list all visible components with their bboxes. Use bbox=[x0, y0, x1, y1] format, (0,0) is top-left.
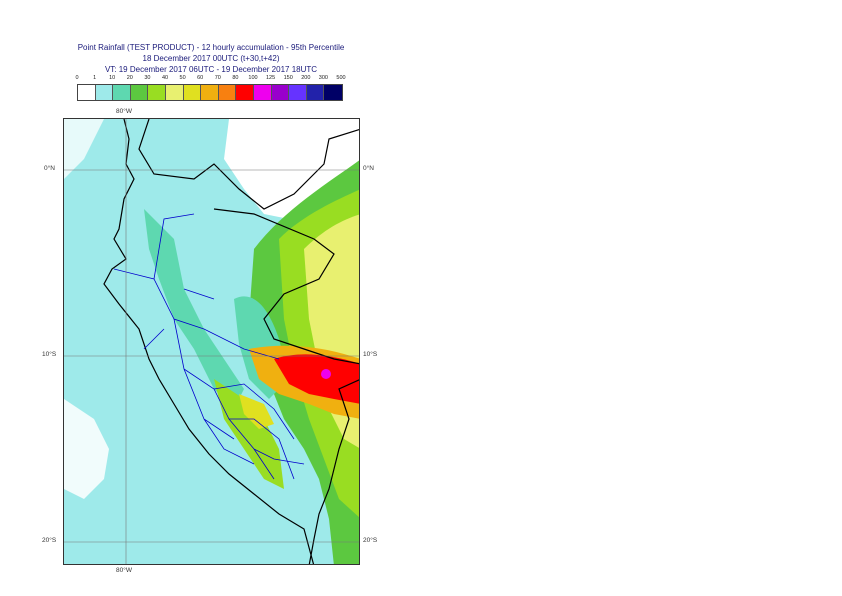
lat-label-20-right: 20°S bbox=[363, 537, 378, 544]
north-land-white bbox=[224, 119, 359, 219]
legend-tick-label: 125 bbox=[266, 75, 276, 81]
legend-swatch bbox=[78, 85, 96, 100]
legend-swatch bbox=[324, 85, 342, 100]
title-line-1: Point Rainfall (TEST PRODUCT) - 12 hourl… bbox=[77, 43, 345, 52]
rainfall-map bbox=[64, 119, 359, 564]
lon-label-top: 80°W bbox=[116, 108, 132, 115]
legend-tick-label: 10 bbox=[109, 75, 116, 81]
legend-swatch bbox=[218, 85, 237, 100]
legend-swatch bbox=[165, 85, 184, 100]
legend-swatch bbox=[130, 85, 149, 100]
legend-swatch bbox=[201, 85, 219, 100]
legend-tick-label: 60 bbox=[197, 75, 204, 81]
lat-label-10-left: 10°S bbox=[42, 351, 57, 358]
region-borders bbox=[113, 213, 305, 480]
title-line-2: 18 December 2017 00UTC (t+30,t+42) bbox=[142, 54, 280, 63]
lat-label-10-right: 10°S bbox=[363, 351, 378, 358]
legend-color-bar bbox=[77, 84, 343, 101]
legend-swatch bbox=[95, 85, 114, 100]
legend-tick-label: 100 bbox=[248, 75, 258, 81]
legend-tick-label: 20 bbox=[126, 75, 133, 81]
lat-label-0-left: 0°N bbox=[44, 165, 55, 172]
legend-tick-label: 80 bbox=[232, 75, 239, 81]
rain-zone-green-south bbox=[214, 379, 284, 489]
legend-swatch bbox=[306, 85, 325, 100]
legend-tick-label: 50 bbox=[179, 75, 186, 81]
legend-tick-label: 70 bbox=[214, 75, 221, 81]
legend-tick-label: 500 bbox=[336, 75, 346, 81]
legend-tick-labels: 0 1 10 20 30 40 50 60 70 80 100 125 150 200 300 500 bbox=[0, 75, 842, 85]
legend-swatch bbox=[148, 85, 166, 100]
legend-swatch bbox=[253, 85, 272, 100]
legend-swatch bbox=[289, 85, 307, 100]
legend-tick-label: 40 bbox=[161, 75, 169, 81]
legend-swatch bbox=[113, 85, 131, 100]
title-line-3: VT: 19 December 2017 06UTC - 19 December… bbox=[104, 65, 318, 74]
map-frame bbox=[63, 118, 360, 565]
legend-tick-label: 200 bbox=[301, 75, 311, 81]
rain-peak-magenta bbox=[321, 369, 331, 379]
lon-label-bottom: 80°W bbox=[116, 567, 132, 574]
legend-tick-label: 1 bbox=[93, 75, 97, 81]
lat-label-0-right: 0°N bbox=[363, 165, 374, 172]
rain-zone-red bbox=[274, 354, 359, 404]
legend-tick-label: 300 bbox=[318, 75, 328, 81]
legend-swatch bbox=[183, 85, 202, 100]
lat-label-20-left: 20°S bbox=[42, 537, 57, 544]
ocean-white-patch bbox=[64, 399, 109, 499]
country-border bbox=[138, 119, 359, 564]
rain-zone-yellow-south bbox=[239, 394, 274, 429]
legend-swatch bbox=[271, 85, 290, 100]
legend-tick-label: 0 bbox=[75, 75, 79, 81]
coastline bbox=[103, 119, 315, 564]
rain-zone-west-green bbox=[144, 209, 244, 409]
legend-swatch bbox=[236, 85, 254, 100]
legend-tick-label: 30 bbox=[144, 75, 151, 81]
legend-tick-label: 150 bbox=[283, 75, 293, 81]
ocean-white-patch-2 bbox=[64, 119, 104, 179]
